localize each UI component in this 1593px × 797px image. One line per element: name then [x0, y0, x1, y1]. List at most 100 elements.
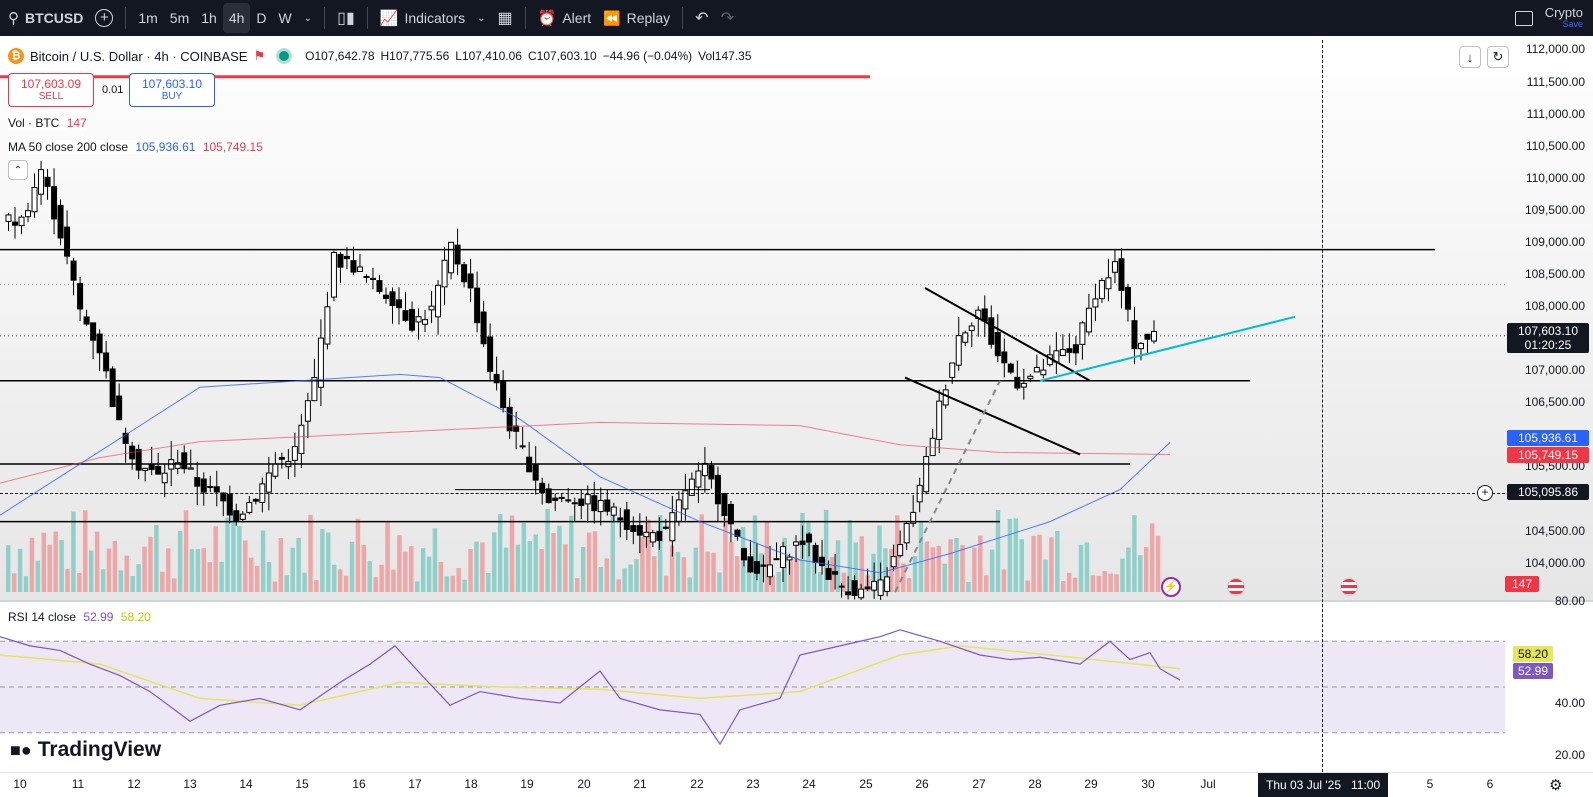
pane-divider[interactable] — [0, 600, 1593, 602]
trendline-cyan — [1039, 315, 1296, 382]
crosshair-add-button[interactable]: + — [1477, 485, 1493, 501]
price-axis-label: 111,500.00 — [1526, 75, 1585, 89]
flag-icon[interactable]: ⚑ — [253, 48, 266, 63]
candle-body — [910, 511, 917, 524]
candle-body — [630, 525, 637, 532]
alert-button[interactable]: ⏰ Alert — [532, 0, 597, 36]
volume-bar — [1132, 515, 1137, 592]
volume-tag: 147 — [1505, 576, 1539, 592]
candle-body — [487, 336, 494, 372]
indicators-button[interactable]: 📈 Indicators ⌄ — [374, 0, 492, 36]
candle-body — [552, 497, 559, 501]
candle-body — [727, 503, 734, 525]
rsi-chart-svg[interactable] — [0, 602, 1505, 772]
volume-bar — [1102, 570, 1107, 592]
lightning-event-icon[interactable]: ⚡ — [1161, 577, 1181, 597]
redo-button[interactable]: ↷ — [715, 0, 740, 36]
alert-label: Alert — [562, 10, 592, 26]
alarm-clock-icon: ⏰ — [537, 10, 557, 27]
volume-bar — [243, 540, 248, 592]
market-status-icon[interactable] — [279, 51, 290, 61]
layouts-button[interactable]: ▦ — [492, 0, 519, 36]
volume-bar — [112, 540, 118, 592]
square-icon — [1514, 10, 1533, 26]
compare-add-button[interactable]: + — [89, 0, 119, 36]
volume-bar — [521, 522, 527, 592]
volume-legend[interactable]: Vol · BTC 147 — [8, 116, 87, 130]
scroll-to-latest-button[interactable]: ↓ — [1459, 46, 1481, 68]
volume-bar — [574, 578, 580, 592]
volume-bar — [349, 541, 355, 592]
price-chart-svg[interactable] — [0, 40, 1505, 600]
timeframe-4h[interactable]: 4h — [222, 3, 251, 33]
timeframe-1m[interactable]: 1m — [138, 10, 158, 26]
price-axis[interactable]: 112,000.00 111,500.00 111,000.00 110,500… — [1505, 40, 1593, 772]
volume-bar — [29, 537, 35, 592]
rsi-tag: 52.99 — [1513, 663, 1553, 679]
sell-button[interactable]: 107,603.09 SELL — [8, 73, 94, 107]
us-flag-event-icon[interactable] — [1340, 578, 1358, 596]
volume-bar — [201, 548, 207, 592]
symbol-search[interactable]: ⚲ BTCUSD — [0, 0, 89, 36]
candle-body — [1124, 286, 1131, 310]
ma-legend[interactable]: MA 50 close 200 close 105,936.61 105,749… — [8, 140, 263, 154]
volume-bar — [1025, 580, 1030, 592]
settings-gear-icon[interactable]: ⚙ — [1549, 777, 1563, 794]
symbol-title[interactable]: Bitcoin / U.S. Dollar · 4h · COINBASE — [30, 48, 248, 64]
time-axis-label: 11 — [71, 777, 85, 791]
vol-value: 147 — [66, 116, 87, 130]
time-axis[interactable]: 10 11 12 13 14 15 16 17 18 19 20 21 22 23 24 25 26 27 28 29… — [0, 772, 1593, 797]
reset-chart-button[interactable]: ↻ — [1487, 46, 1509, 68]
candle-body — [116, 395, 123, 421]
candle-body — [1105, 277, 1112, 290]
candle-body — [871, 580, 878, 591]
candle-body — [356, 266, 363, 272]
volume-bar — [936, 545, 941, 592]
main-chart-pane[interactable] — [0, 40, 1593, 600]
layout-save-button[interactable]: Crypto Save — [1539, 0, 1593, 36]
tradingview-watermark[interactable]: ■● TradingView — [10, 738, 161, 762]
candle-body — [806, 533, 813, 543]
timeframe-w[interactable]: W — [278, 10, 292, 26]
chart-type-button[interactable]: ▯▮ — [331, 0, 361, 36]
volume-bar — [758, 553, 764, 592]
watermark-text: TradingView — [37, 738, 162, 761]
us-flag-event-icon[interactable] — [1227, 578, 1245, 596]
timeframe-d[interactable]: D — [256, 10, 267, 26]
replay-button[interactable]: ⏪ Replay — [597, 0, 676, 36]
time-axis-label: 13 — [183, 777, 197, 791]
candle-body — [311, 377, 318, 402]
ohlc-volume: Vol147.35 — [698, 49, 752, 63]
volume-bar — [806, 522, 811, 592]
undo-button[interactable]: ↶ — [689, 0, 714, 36]
candle-body — [675, 499, 682, 522]
collapse-legend-button[interactable]: ⌃ — [8, 160, 28, 180]
time-axis-label: 25 — [859, 777, 873, 791]
volume-bar — [136, 564, 141, 592]
timeframe-dropdown[interactable]: ⌄ — [298, 0, 318, 36]
price-axis-label: 107,000.00 — [1524, 363, 1585, 377]
candle-body — [584, 494, 591, 505]
candle-body — [155, 465, 162, 475]
timeframe-1h[interactable]: 1h — [201, 10, 217, 26]
volume-bar — [414, 581, 420, 592]
candle-body — [382, 294, 389, 299]
volume-bar — [859, 536, 864, 592]
candle-body — [936, 400, 943, 440]
volume-bar — [6, 545, 11, 592]
fullscreen-button[interactable] — [1509, 0, 1539, 36]
volume-bar — [853, 542, 859, 592]
candle-body — [324, 306, 331, 345]
volume-bar — [1120, 558, 1125, 592]
volume-bar — [326, 532, 331, 592]
rsi-pane[interactable] — [0, 602, 1593, 772]
volume-bar — [942, 563, 947, 592]
timeframe-5m[interactable]: 5m — [169, 10, 190, 26]
volume-bar — [94, 531, 100, 592]
volume-bar — [456, 568, 461, 592]
rsi-legend[interactable]: RSI 14 close 52.99 58.20 — [8, 610, 151, 624]
volume-bar — [373, 577, 378, 592]
candle-body — [1144, 333, 1151, 340]
save-label: Save — [1562, 19, 1583, 30]
buy-button[interactable]: 107,603.10 BUY — [129, 73, 215, 107]
